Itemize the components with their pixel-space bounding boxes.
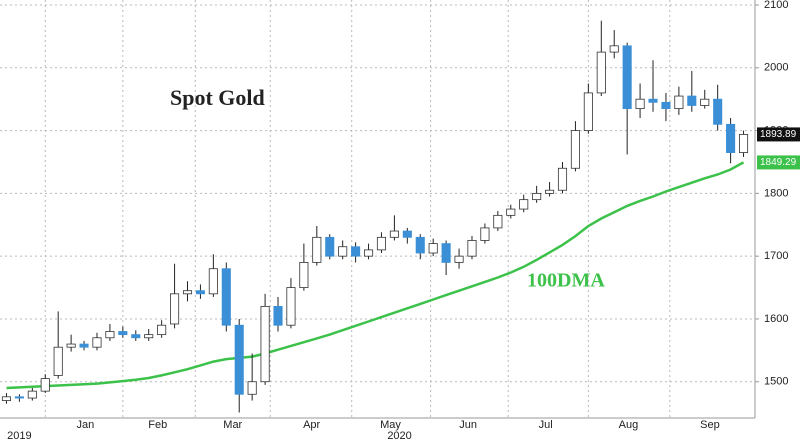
candle-body	[286, 287, 296, 326]
year-label: 2019	[7, 430, 31, 441]
candle-body	[700, 98, 710, 106]
candle-body	[648, 98, 658, 103]
candle-body	[338, 246, 348, 257]
line-label: 100DMA	[527, 270, 605, 292]
candle-body	[726, 123, 736, 153]
candle-body	[622, 45, 632, 110]
candle-body	[27, 390, 37, 399]
y-tick-label: 1800	[764, 187, 788, 199]
x-tick-label: Mar	[223, 419, 242, 431]
x-tick-label: Aug	[619, 419, 639, 431]
y-tick-label: 1700	[764, 250, 788, 262]
candle-body	[376, 236, 387, 251]
candle-body	[596, 51, 606, 94]
year-label: 2020	[387, 430, 411, 441]
moving-average-line	[6, 161, 745, 390]
candle-body	[545, 189, 555, 194]
candle-body	[312, 236, 322, 263]
x-tick-label: Sep	[700, 419, 720, 431]
candle-body	[208, 268, 218, 295]
candle-body	[713, 98, 723, 125]
candle-body	[273, 305, 283, 326]
candle-body	[170, 293, 180, 325]
chart-title: Spot Gold	[170, 85, 265, 110]
candle-body	[53, 346, 63, 376]
candle-body	[118, 331, 128, 336]
candle-body	[66, 343, 76, 348]
candle-body	[40, 378, 50, 392]
y-tick-label: 2000	[764, 62, 788, 74]
candle-body	[467, 240, 477, 257]
candle-body	[506, 208, 516, 216]
candle-body	[454, 255, 464, 263]
candle-body	[493, 214, 503, 229]
candle-body	[363, 249, 374, 257]
candle-body	[570, 130, 580, 169]
last-price-label-box	[757, 127, 800, 142]
candle-body	[583, 92, 593, 131]
candle-body	[92, 337, 102, 348]
candle-body	[402, 230, 412, 238]
candle-body	[661, 101, 671, 110]
candle-body	[157, 324, 167, 336]
candle-body	[609, 45, 619, 53]
candle-body	[480, 227, 490, 241]
candle-body	[351, 246, 361, 257]
candle-body	[14, 396, 24, 399]
x-tick-label: May	[380, 419, 401, 431]
candle-body	[131, 334, 141, 339]
dma-label: 1849.29	[760, 157, 797, 168]
x-tick-label: Apr	[303, 419, 320, 431]
candle-body	[519, 199, 529, 210]
candle-body	[105, 331, 115, 339]
candle-body	[441, 243, 451, 263]
candle-body	[687, 95, 697, 106]
candle-body	[325, 236, 335, 257]
candle-body	[415, 236, 425, 254]
x-tick-label: Jan	[76, 419, 94, 431]
candle-body	[234, 324, 244, 395]
y-tick-label: 1500	[764, 376, 788, 388]
candle-body	[674, 95, 684, 110]
candle-body	[532, 192, 542, 201]
y-tick-label: 2100	[764, 0, 788, 11]
candle-body	[1, 396, 12, 401]
dma-label-box	[757, 155, 800, 170]
candle-body	[182, 290, 193, 295]
y-tick-label: 1600	[764, 313, 788, 325]
candle-body	[557, 167, 568, 191]
candle-body	[738, 134, 749, 153]
candle-body	[195, 290, 205, 295]
last-price-label: 1893.89	[760, 129, 797, 140]
x-tick-label: Jul	[539, 419, 553, 431]
candle-body	[428, 243, 438, 254]
candle-body	[299, 262, 309, 288]
candle-body	[260, 305, 270, 383]
candle-body	[79, 343, 89, 348]
x-tick-label: Jun	[459, 419, 477, 431]
candle-body	[389, 230, 399, 238]
candle-body	[144, 334, 154, 339]
candle-body	[221, 268, 231, 326]
candle-body	[247, 381, 257, 395]
candle-body	[635, 98, 645, 110]
x-tick-label: Feb	[148, 419, 167, 431]
